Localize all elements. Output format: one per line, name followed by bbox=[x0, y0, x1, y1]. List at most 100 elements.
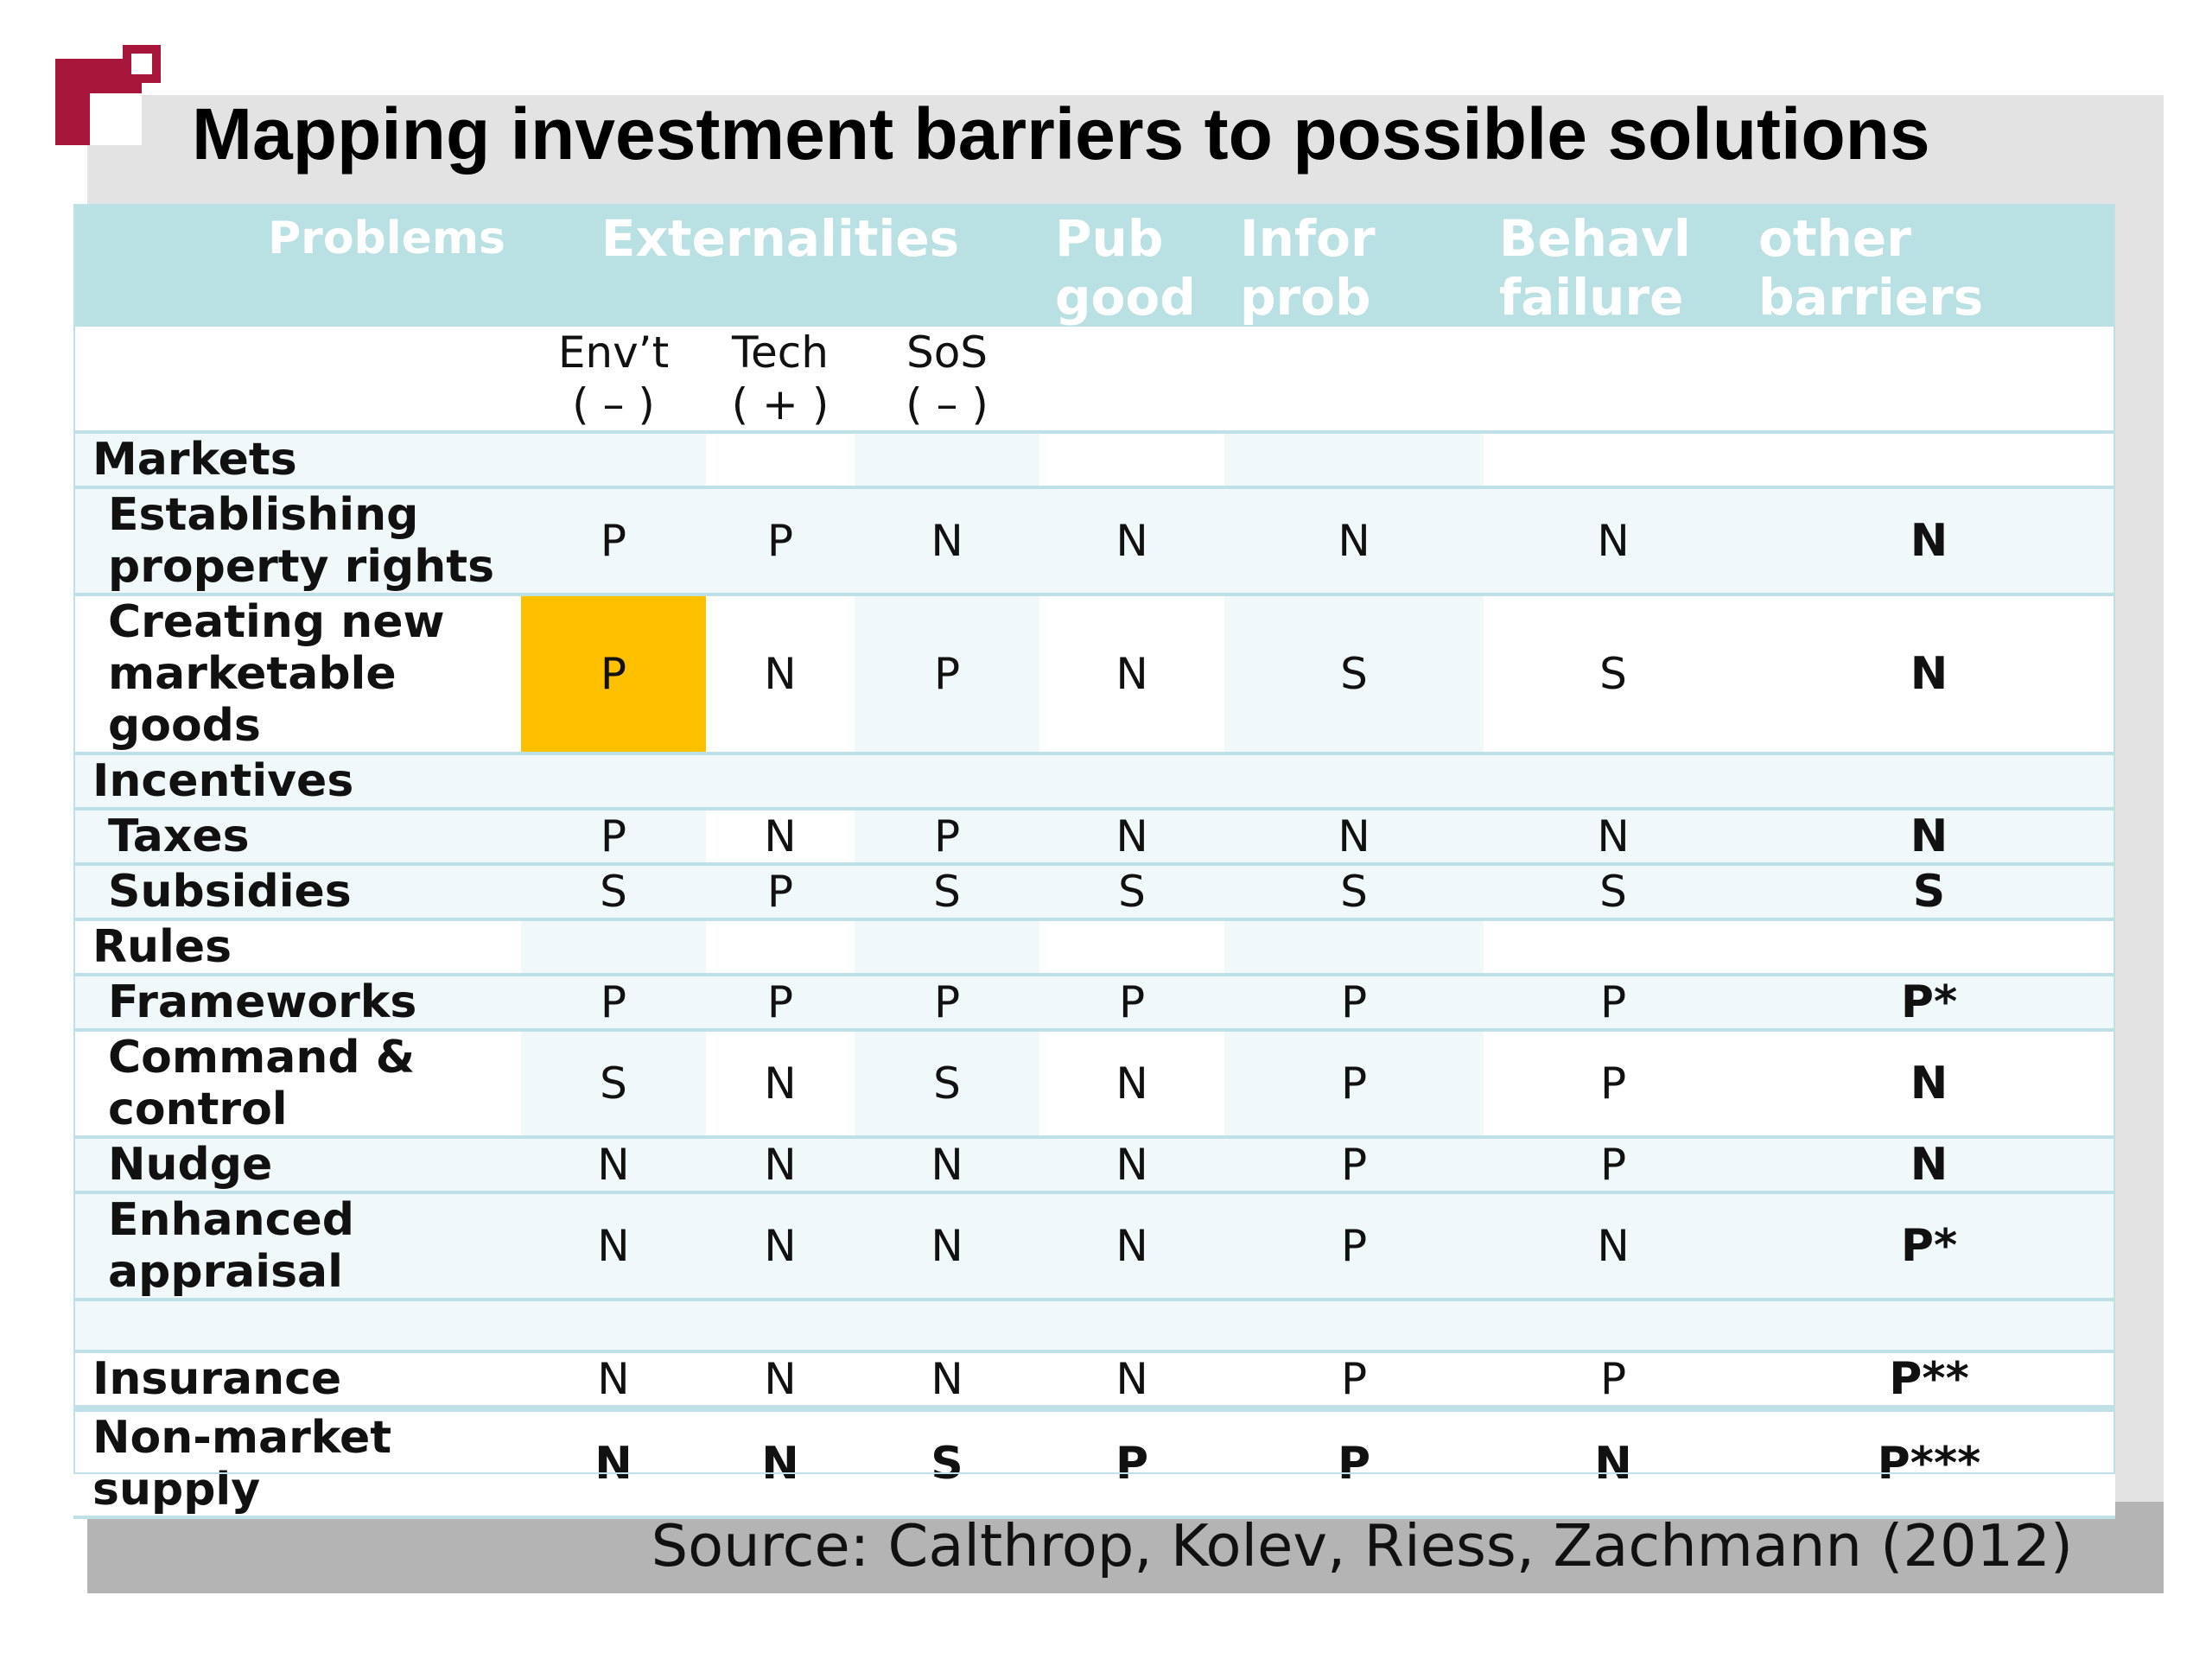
table-cell: S bbox=[521, 864, 706, 921]
table-cell: P bbox=[1484, 975, 1744, 1032]
header-problems: Problems bbox=[73, 204, 521, 327]
table-cell: P bbox=[1039, 1408, 1225, 1519]
header-behavl-failure: Behavl failure bbox=[1484, 204, 1744, 327]
table-cell: P bbox=[1224, 975, 1484, 1032]
table-cell: P bbox=[521, 487, 706, 596]
header-row: Problems Externalities Pub good Infor pr… bbox=[73, 204, 2116, 327]
table-cell: N bbox=[521, 1137, 706, 1194]
subheader-envt: Env’t( – ) bbox=[521, 327, 706, 434]
table-cell: N bbox=[855, 1351, 1040, 1412]
header-pub-good: Pub good bbox=[1039, 204, 1225, 327]
envt-label: Env’t bbox=[557, 327, 670, 378]
table-cell: P bbox=[521, 975, 706, 1032]
table-cell bbox=[855, 919, 1040, 976]
table-cell bbox=[855, 1300, 1040, 1353]
table-cell bbox=[1484, 753, 1744, 810]
table-cell bbox=[1039, 919, 1225, 976]
table-cell: P bbox=[706, 975, 855, 1032]
table-cell bbox=[706, 1300, 855, 1353]
table-cell: P bbox=[521, 809, 706, 866]
table-cell: N bbox=[1484, 1192, 1744, 1301]
subheader-blank bbox=[1039, 327, 1225, 434]
table-cell: P bbox=[1224, 1351, 1484, 1412]
table-cell bbox=[1224, 919, 1484, 976]
table-cell: N bbox=[1039, 1137, 1225, 1194]
table-row: Subsidies S P S S S S S bbox=[73, 864, 2116, 921]
table-cell: P* bbox=[1743, 975, 2116, 1032]
table-cell: N bbox=[1484, 1408, 1744, 1519]
group-label-rules: Rules bbox=[73, 919, 521, 976]
subheader-sos: SoS( – ) bbox=[855, 327, 1040, 434]
sos-label: SoS bbox=[906, 327, 988, 378]
table-cell: P bbox=[855, 975, 1040, 1032]
table-cell: N bbox=[1039, 1030, 1225, 1139]
table-cell bbox=[706, 919, 855, 976]
tech-sign: ( + ) bbox=[731, 379, 830, 429]
subheader-blank bbox=[1743, 327, 2116, 434]
row-label: Enhanced appraisal bbox=[73, 1192, 521, 1301]
table-row: Frameworks P P P P P P P* bbox=[73, 975, 2116, 1032]
table-cell: S bbox=[855, 1030, 1040, 1139]
row-label: Command & control bbox=[73, 1030, 521, 1139]
table-cell: P bbox=[706, 864, 855, 921]
table-cell: N bbox=[1743, 594, 2116, 755]
table-cell: S bbox=[521, 1030, 706, 1139]
logo-cutout bbox=[90, 93, 142, 145]
row-label: Non-market supply bbox=[73, 1408, 521, 1519]
table-cell: N bbox=[706, 1030, 855, 1139]
table-row: Establishing property rights P P N N N N… bbox=[73, 487, 2116, 596]
table-cell: N bbox=[1743, 809, 2116, 866]
table-cell bbox=[1224, 432, 1484, 489]
row-label: Nudge bbox=[73, 1137, 521, 1194]
table-cell bbox=[855, 432, 1040, 489]
table-row: Enhanced appraisal N N N N P N P* bbox=[73, 1192, 2116, 1301]
table-cell: P bbox=[1039, 975, 1225, 1032]
table-cell: N bbox=[1039, 594, 1225, 755]
table-row: Taxes P N P N N N N bbox=[73, 809, 2116, 866]
tech-label: Tech bbox=[732, 327, 829, 378]
table-cell: N bbox=[706, 1408, 855, 1519]
table-cell: S bbox=[1039, 864, 1225, 921]
table-row: Nudge N N N N P P N bbox=[73, 1137, 2116, 1194]
subheader-row: Env’t( – ) Tech( + ) SoS( – ) bbox=[73, 327, 2116, 434]
subheader-blank bbox=[73, 327, 521, 434]
table-cell: S bbox=[1224, 864, 1484, 921]
table-cell: N bbox=[706, 1351, 855, 1412]
table-cell: N bbox=[1039, 1192, 1225, 1301]
table-cell bbox=[1484, 432, 1744, 489]
table-cell: N bbox=[521, 1408, 706, 1519]
row-label: Establishing property rights bbox=[73, 487, 521, 596]
table-cell: P bbox=[1484, 1030, 1744, 1139]
table-cell: N bbox=[1484, 487, 1744, 596]
table-cell bbox=[1484, 919, 1744, 976]
table-cell bbox=[1743, 753, 2116, 810]
table-cell: P*** bbox=[1743, 1408, 2116, 1519]
subheader-blank bbox=[1484, 327, 1744, 434]
table-cell bbox=[521, 753, 706, 810]
table-cell: S bbox=[1224, 594, 1484, 755]
group-row-markets: Markets bbox=[73, 432, 2116, 489]
table-cell: N bbox=[855, 487, 1040, 596]
table-cell: N bbox=[1039, 487, 1225, 596]
table-cell: S bbox=[855, 864, 1040, 921]
subheader-tech: Tech( + ) bbox=[706, 327, 855, 434]
table-cell bbox=[1743, 1300, 2116, 1353]
table-cell: S bbox=[1484, 594, 1744, 755]
envt-sign: ( – ) bbox=[572, 379, 655, 429]
table-cell bbox=[1039, 753, 1225, 810]
header-infor-prob: Infor prob bbox=[1224, 204, 1484, 327]
table-row: Insurance N N N N P P P** bbox=[73, 1351, 2116, 1412]
table-cell bbox=[855, 753, 1040, 810]
table-cell: N bbox=[1224, 487, 1484, 596]
table-cell: N bbox=[706, 809, 855, 866]
group-label-markets: Markets bbox=[73, 432, 521, 489]
group-row-incentives: Incentives bbox=[73, 753, 2116, 810]
table-cell: P bbox=[855, 594, 1040, 755]
spacer-row bbox=[73, 1300, 2116, 1353]
header-other-barriers: other barriers bbox=[1743, 204, 2116, 327]
table-cell bbox=[1743, 919, 2116, 976]
table-cell bbox=[521, 432, 706, 489]
table-cell: P** bbox=[1743, 1351, 2116, 1412]
group-row-rules: Rules bbox=[73, 919, 2116, 976]
table-cell: P bbox=[706, 487, 855, 596]
